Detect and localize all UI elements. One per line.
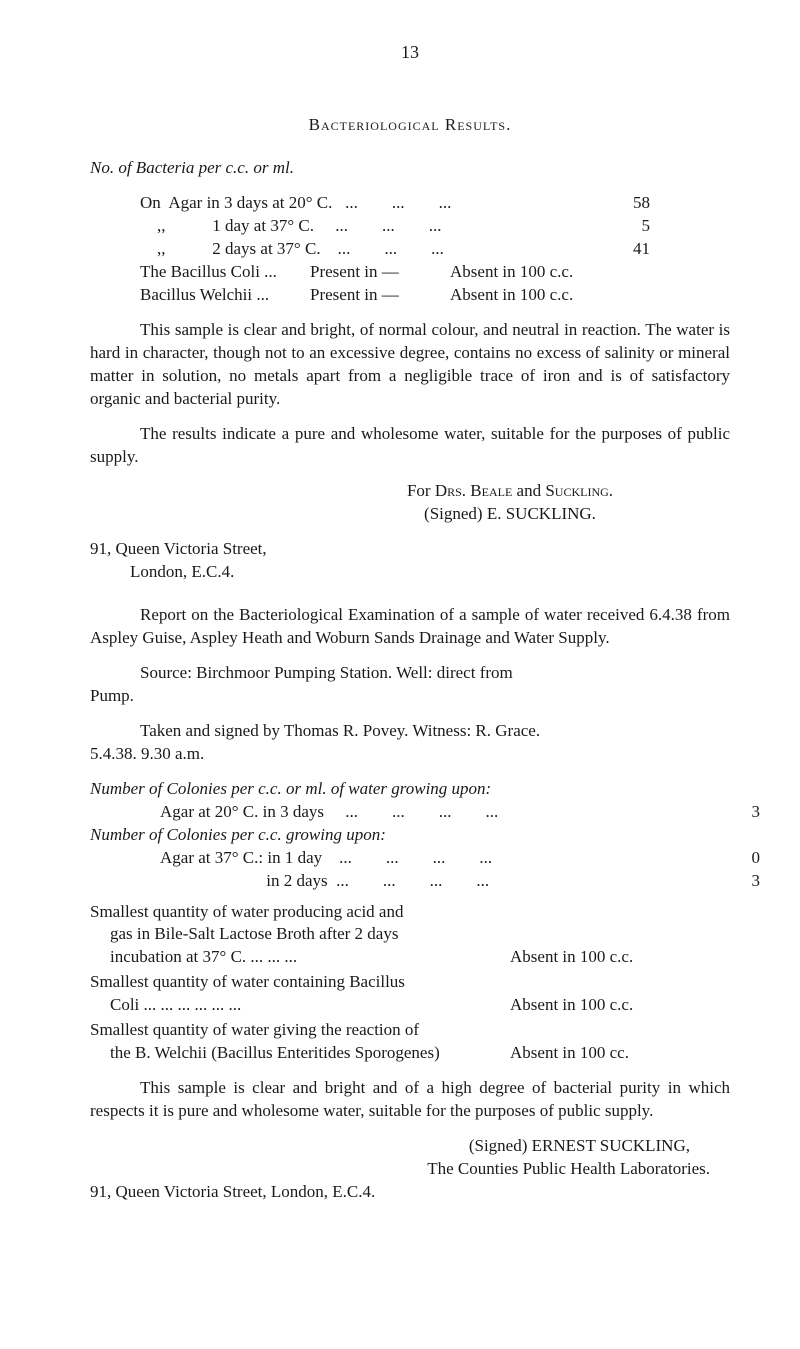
colony-line: Agar at 20° C. in 3 days ... ... ... ...…	[160, 801, 730, 824]
paragraph-sample-clear: This sample is clear and bright, of norm…	[90, 319, 730, 411]
colony-label: Agar at 20° C. in 3 days ... ... ... ...	[160, 801, 590, 824]
colony-value: 3	[590, 801, 760, 824]
agar-line-1: On Agar in 3 days at 20° C. ... ... ... …	[140, 192, 730, 215]
paragraph-final: This sample is clear and bright and of a…	[90, 1077, 730, 1123]
smallest-result-line: incubation at 37° C. ... ... ... Absent …	[90, 946, 730, 969]
agar-label: ,, 2 days at 37° C. ... ... ...	[140, 238, 520, 261]
colonies-title-1: Number of Colonies per c.c. or ml. of wa…	[90, 778, 730, 801]
source-text: Source: Birchmoor Pumping Station. Well:…	[140, 663, 513, 682]
agar-label: ,, 1 day at 37° C. ... ... ...	[140, 215, 520, 238]
smallest-text-line: Smallest quantity of water containing Ba…	[90, 971, 730, 994]
smallest-text-line: Smallest quantity of water producing aci…	[90, 901, 730, 924]
signed-name-2: Suckling.	[545, 481, 613, 500]
signed-for-prefix: For	[407, 481, 435, 500]
signed-line-2: The Counties Public Health Laboratories.	[90, 1158, 730, 1181]
signature-block-1: For Drs. Beale and Suckling. (Signed) E.…	[290, 480, 730, 526]
signed-name-line: (Signed) E. SUCKLING.	[290, 503, 730, 526]
agar-label: On Agar in 3 days at 20° C. ... ... ...	[140, 192, 520, 215]
address-block-2: 91, Queen Victoria Street, London, E.C.4…	[90, 1181, 730, 1204]
smallest-text-line: gas in Bile-Salt Lactose Broth after 2 d…	[110, 923, 730, 946]
taken-line-1: Taken and signed by Thomas R. Povey. Wit…	[140, 721, 540, 740]
colonies-block-2: Number of Colonies per c.c. growing upon…	[90, 824, 730, 893]
signed-name-1: Drs. Beale	[435, 481, 512, 500]
colony-label: in 2 days ... ... ... ...	[160, 870, 590, 893]
colony-value: 0	[590, 847, 760, 870]
present-line-2: Bacillus Welchii ... Present in — Absent…	[140, 284, 730, 307]
agar-line-3: ,, 2 days at 37° C. ... ... ... 41	[140, 238, 730, 261]
agar-value: 41	[520, 238, 730, 261]
address-line-2: London, E.C.4.	[130, 561, 730, 584]
paragraph-report: Report on the Bacteriological Examinatio…	[90, 604, 730, 650]
smallest-result-line: Coli ... ... ... ... ... ... Absent in 1…	[90, 994, 730, 1017]
agar-value: 58	[520, 192, 730, 215]
smallest-block-3: Smallest quantity of water giving the re…	[90, 1019, 730, 1065]
present-status: Present in —	[310, 261, 450, 284]
present-line-1: The Bacillus Coli ... Present in — Absen…	[140, 261, 730, 284]
present-result: Absent in 100 c.c.	[450, 284, 730, 307]
agar-results-block: On Agar in 3 days at 20° C. ... ... ... …	[140, 192, 730, 307]
section-title: Bacteriological Results.	[90, 114, 730, 137]
paragraph-source: Source: Birchmoor Pumping Station. Well:…	[90, 662, 730, 708]
smallest-result: Absent in 100 c.c.	[510, 994, 730, 1017]
page-number: 13	[90, 40, 730, 64]
colony-line: in 2 days ... ... ... ... 3	[160, 870, 730, 893]
agar-value: 5	[520, 215, 730, 238]
subtitle: No. of Bacteria per c.c. or ml.	[90, 157, 730, 180]
colonies-block-1: Number of Colonies per c.c. or ml. of wa…	[90, 778, 730, 824]
smallest-text-line: Smallest quantity of water giving the re…	[90, 1019, 730, 1042]
colony-label: Agar at 37° C.: in 1 day ... ... ... ...	[160, 847, 590, 870]
present-name: The Bacillus Coli ...	[140, 261, 310, 284]
paragraph-results-indicate: The results indicate a pure and wholesom…	[90, 423, 730, 469]
colony-line: Agar at 37° C.: in 1 day ... ... ... ...…	[160, 847, 730, 870]
address-line-1: 91, Queen Victoria Street,	[90, 538, 730, 561]
present-status: Present in —	[310, 284, 450, 307]
smallest-result-line: the B. Welchii (Bacillus Enteritides Spo…	[90, 1042, 730, 1065]
smallest-block-2: Smallest quantity of water containing Ba…	[90, 971, 730, 1017]
signed-for-line: For Drs. Beale and Suckling.	[290, 480, 730, 503]
smallest-label: incubation at 37° C. ... ... ...	[110, 946, 510, 969]
smallest-label: the B. Welchii (Bacillus Enteritides Spo…	[110, 1042, 510, 1065]
address-block-1: 91, Queen Victoria Street, London, E.C.4…	[90, 538, 730, 584]
colony-value: 3	[590, 870, 760, 893]
smallest-label: Coli ... ... ... ... ... ...	[110, 994, 510, 1017]
taken-line-2: 5.4.38. 9.30 a.m.	[90, 744, 204, 763]
smallest-block-1: Smallest quantity of water producing aci…	[90, 901, 730, 970]
paragraph-taken: Taken and signed by Thomas R. Povey. Wit…	[90, 720, 730, 766]
smallest-result: Absent in 100 c.c.	[510, 946, 730, 969]
agar-line-2: ,, 1 day at 37° C. ... ... ... 5	[140, 215, 730, 238]
smallest-result: Absent in 100 cc.	[510, 1042, 730, 1065]
present-name: Bacillus Welchii ...	[140, 284, 310, 307]
signature-block-2: (Signed) ERNEST SUCKLING, The Counties P…	[90, 1135, 730, 1181]
present-result: Absent in 100 c.c.	[450, 261, 730, 284]
colonies-title-2: Number of Colonies per c.c. growing upon…	[90, 824, 730, 847]
signed-and: and	[512, 481, 545, 500]
signed-line-1: (Signed) ERNEST SUCKLING,	[90, 1135, 730, 1158]
